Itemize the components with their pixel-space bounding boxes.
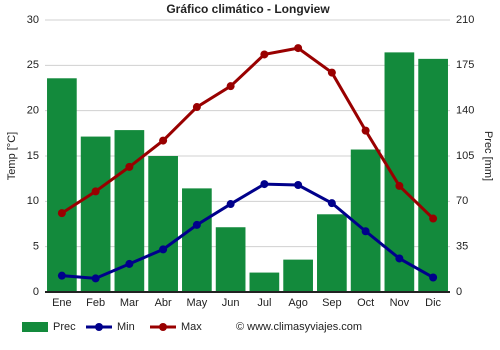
- point: [159, 245, 168, 254]
- point: [327, 68, 336, 77]
- point: [429, 214, 438, 223]
- y-tick-label: 20: [27, 105, 39, 117]
- y2-tick-label: 175: [456, 59, 474, 71]
- y2-tick-label: 70: [456, 195, 468, 207]
- y2-tick-label: 0: [456, 286, 462, 298]
- y-tick-label: 15: [27, 150, 39, 162]
- y-tick-label: 10: [27, 195, 39, 207]
- x-tick-label: May: [186, 297, 207, 309]
- x-tick-label: Mar: [120, 297, 139, 309]
- bar: [182, 188, 212, 292]
- point: [294, 181, 303, 190]
- point: [260, 180, 269, 189]
- legend-label: Max: [181, 321, 202, 333]
- y-tick-label: 30: [27, 14, 39, 26]
- y-tick-label: 0: [33, 286, 39, 298]
- point: [361, 126, 370, 135]
- x-tick-label: Jun: [222, 297, 240, 309]
- bar: [148, 156, 178, 292]
- legend-label: Prec: [53, 321, 76, 333]
- point: [159, 136, 168, 145]
- point: [192, 103, 201, 112]
- y2-tick-label: 210: [456, 14, 474, 26]
- bar: [350, 149, 381, 292]
- legend-label: Min: [117, 321, 135, 333]
- chart-title: Gráfico climático - Longview: [166, 2, 330, 16]
- x-tick-label: Dic: [425, 297, 441, 309]
- x-tick-label: Jul: [257, 297, 271, 309]
- point: [395, 181, 404, 190]
- point: [226, 82, 235, 91]
- legend-swatch: [22, 322, 48, 332]
- x-tick-label: Feb: [86, 297, 105, 309]
- legend-swatch: [159, 323, 167, 331]
- legend-swatch: [95, 323, 103, 331]
- point: [192, 220, 201, 229]
- point: [125, 259, 134, 268]
- point: [260, 50, 269, 59]
- point: [57, 271, 66, 280]
- bar: [47, 78, 77, 293]
- bar: [80, 136, 111, 292]
- point: [91, 274, 100, 283]
- y2-tick-label: 35: [456, 241, 468, 253]
- point: [125, 162, 134, 171]
- point: [361, 227, 370, 236]
- bar: [283, 259, 313, 292]
- x-tick-label: Nov: [390, 297, 410, 309]
- bar: [418, 58, 448, 292]
- x-tick-label: Sep: [322, 297, 342, 309]
- footer: © www.climasyviajes.com: [236, 321, 362, 333]
- y2-tick-label: 140: [456, 105, 474, 117]
- point: [91, 187, 100, 196]
- bar: [317, 214, 347, 292]
- y-axis-label: Temp [°C]: [6, 132, 18, 180]
- x-tick-label: Ago: [288, 297, 308, 309]
- point: [294, 44, 303, 53]
- bar: [215, 227, 246, 292]
- y2-tick-label: 105: [456, 150, 474, 162]
- y-tick-label: 25: [27, 59, 39, 71]
- point: [327, 199, 336, 208]
- y2-axis-label: Prec [mm]: [482, 131, 494, 181]
- x-tick-label: Oct: [357, 297, 374, 309]
- bar: [249, 272, 280, 292]
- y-tick-label: 5: [33, 241, 39, 253]
- x-tick-label: Ene: [52, 297, 72, 309]
- line: [61, 46, 435, 220]
- point: [395, 254, 404, 263]
- line: [61, 182, 434, 280]
- point: [57, 209, 66, 218]
- point: [226, 200, 235, 209]
- point: [429, 273, 438, 282]
- x-tick-label: Abr: [155, 297, 172, 309]
